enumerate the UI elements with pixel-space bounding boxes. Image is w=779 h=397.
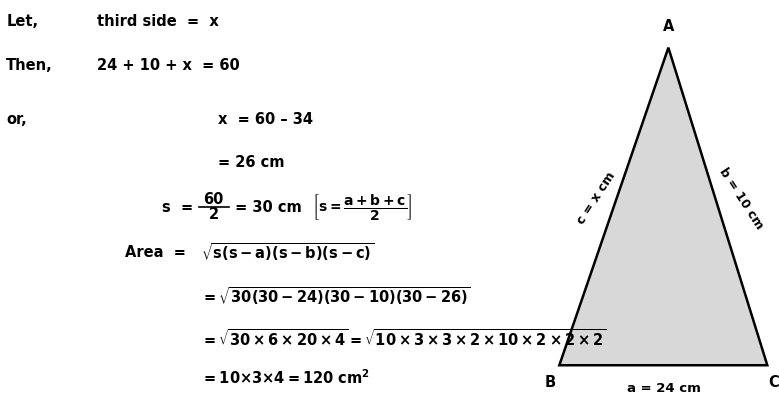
Text: = 30 cm: = 30 cm (230, 200, 301, 215)
Text: 2: 2 (209, 207, 218, 222)
Text: 24 + 10 + x  = 60: 24 + 10 + x = 60 (97, 58, 240, 73)
Text: Let,: Let, (6, 14, 38, 29)
Text: s  =: s = (162, 200, 193, 215)
Text: 60: 60 (203, 192, 224, 207)
Text: c = x cm: c = x cm (574, 170, 618, 227)
Text: $\mathbf{\sqrt{s(s-a)(s-b)(s-c)}}$: $\mathbf{\sqrt{s(s-a)(s-b)(s-c)}}$ (201, 241, 375, 263)
Text: third side  =  x: third side = x (97, 14, 219, 29)
Text: or,: or, (6, 112, 27, 127)
Text: A: A (663, 19, 674, 34)
Text: C: C (768, 375, 779, 390)
Text: b = 10 cm: b = 10 cm (717, 166, 767, 231)
Text: $\mathbf{= \sqrt{30\times6\times20\times4} = \sqrt{10\times3\times3\times2\times: $\mathbf{= \sqrt{30\times6\times20\times… (201, 328, 606, 349)
Text: Area  =: Area = (125, 245, 191, 260)
Text: $\mathbf{= \sqrt{30(30-24)(30-10)(30-26)}}$: $\mathbf{= \sqrt{30(30-24)(30-10)(30-26)… (201, 285, 471, 307)
Text: = 26 cm: = 26 cm (218, 155, 284, 170)
Text: $\mathbf{\left[ s = \dfrac{a+b+c}{2} \right]}$: $\mathbf{\left[ s = \dfrac{a+b+c}{2} \ri… (312, 192, 412, 222)
Text: $\mathbf{= 10{\times}3{\times}4 = 120 \ cm^2}$: $\mathbf{= 10{\times}3{\times}4 = 120 \ … (201, 368, 369, 387)
Text: x  = 60 – 34: x = 60 – 34 (218, 112, 313, 127)
Text: Then,: Then, (6, 58, 53, 73)
Text: B: B (545, 375, 555, 390)
Polygon shape (559, 48, 767, 365)
Text: a = 24 cm: a = 24 cm (627, 382, 700, 395)
